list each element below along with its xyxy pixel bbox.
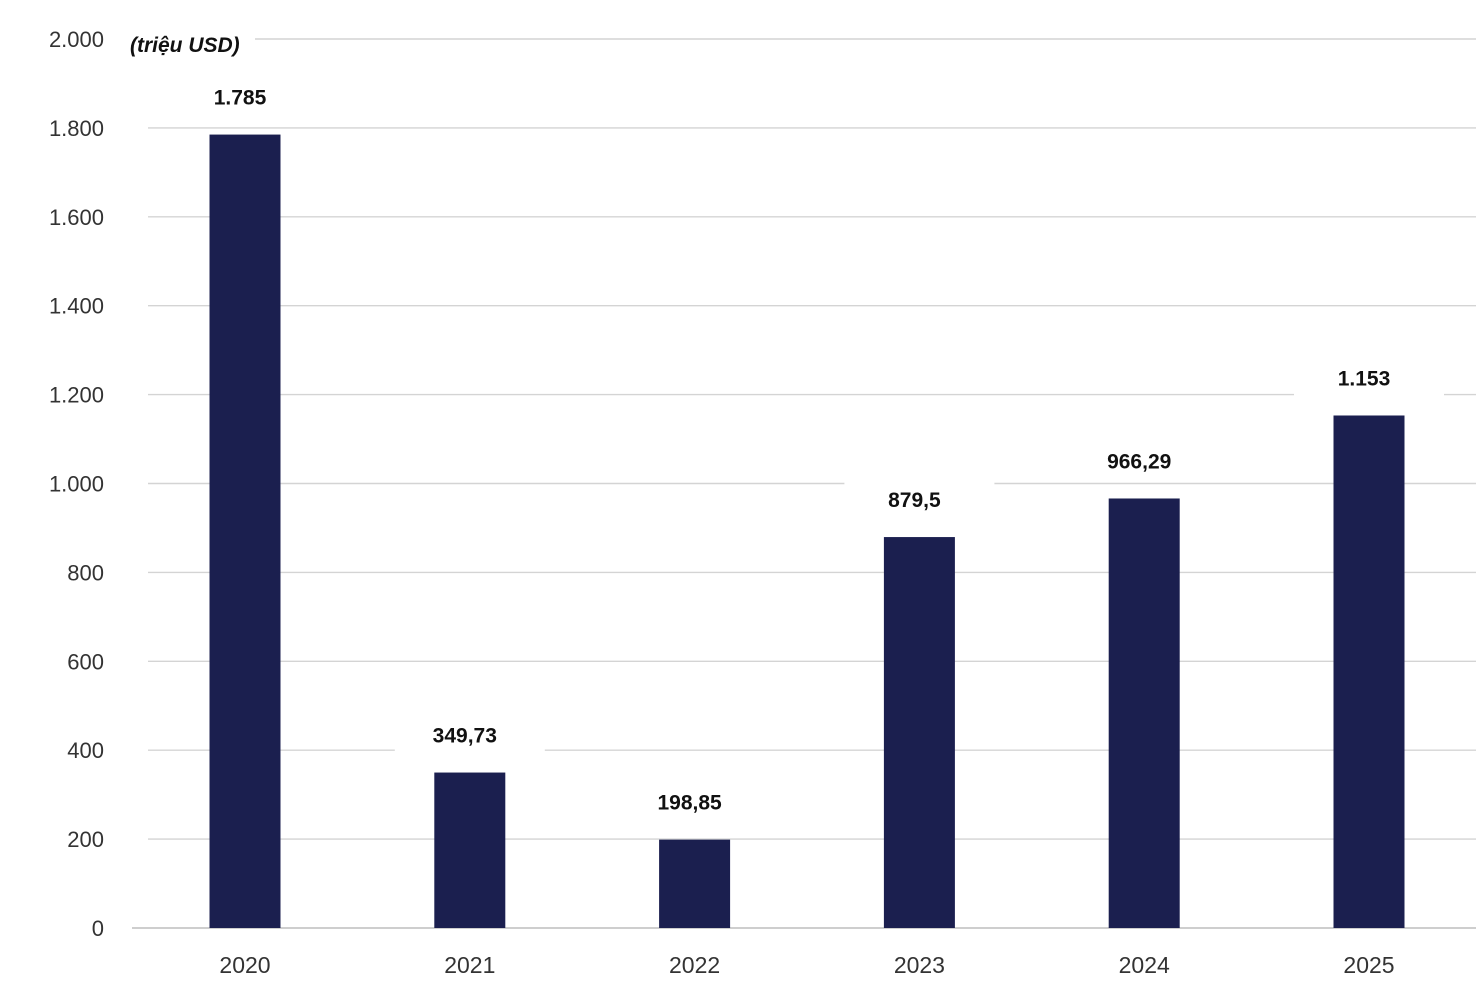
- y-tick-label: 400: [67, 738, 104, 763]
- y-tick-label: 1.000: [49, 472, 104, 497]
- data-label: 879,5: [888, 489, 941, 512]
- y-tick-label: 1.800: [49, 116, 104, 141]
- bar-2022: [659, 839, 731, 928]
- bars: [209, 134, 1405, 929]
- x-tick-label: 2022: [669, 952, 720, 978]
- gridlines: [132, 38, 1476, 929]
- bar-2023: [883, 537, 955, 928]
- data-label: 1.153: [1338, 367, 1391, 390]
- x-tick-label: 2020: [219, 952, 270, 978]
- data-label-background: [1294, 359, 1444, 398]
- data-label-background: [619, 783, 770, 822]
- y-tick-label: 1.600: [49, 205, 104, 230]
- bar-2020: [209, 134, 281, 928]
- data-label-background: [1069, 442, 1220, 481]
- x-tick-label: 2024: [1119, 952, 1170, 978]
- y-tick-label: 1.200: [49, 383, 104, 408]
- data-label: 966,29: [1107, 450, 1171, 473]
- x-axis-ticks: 2020 2021 2022 2023 2024 2025: [219, 952, 1394, 978]
- data-label: 349,73: [433, 725, 497, 748]
- data-label-background: [394, 716, 545, 755]
- x-tick-label: 2023: [894, 952, 945, 978]
- y-tick-label: 800: [67, 560, 104, 585]
- data-label: 198,85: [657, 792, 722, 815]
- y-tick-label: 0: [92, 916, 104, 941]
- y-tick-label: 1.400: [49, 294, 104, 319]
- unit-label: (triệu USD): [130, 34, 240, 57]
- bar-2024: [1108, 498, 1180, 928]
- unit-label-group: (triệu USD): [120, 28, 255, 62]
- y-tick-label: 2.000: [49, 27, 104, 52]
- y-tick-label: 200: [67, 827, 104, 852]
- bar-2021: [434, 772, 506, 928]
- data-labels: 1.785 349,73 198,85 879,5 966,29 1.153: [170, 78, 1444, 822]
- x-tick-label: 2025: [1343, 952, 1394, 978]
- data-label: 1.785: [214, 87, 267, 110]
- data-label-background: [844, 481, 995, 520]
- y-axis-ticks: 0 200 400 600 800 1.000 1.200 1.400 1.600 1.800 2.…: [49, 27, 104, 941]
- data-label-background: [170, 78, 320, 117]
- bar-2025: [1333, 415, 1405, 929]
- x-tick-label: 2021: [444, 952, 495, 978]
- y-tick-label: 600: [67, 649, 104, 674]
